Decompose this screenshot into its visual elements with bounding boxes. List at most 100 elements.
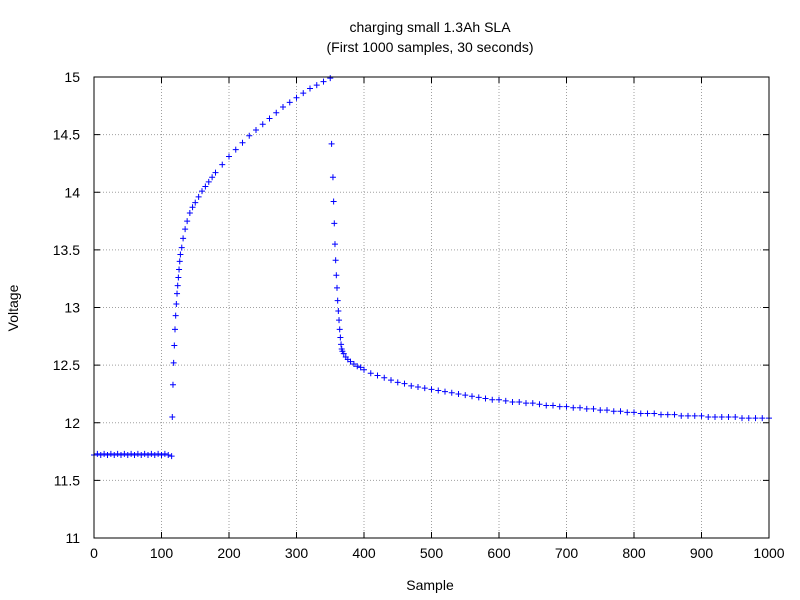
data-point [340,350,347,357]
data-point [172,312,179,319]
data-point [107,450,114,457]
data-point [651,410,658,417]
y-axis-label: Voltage [5,284,21,331]
data-point [550,402,556,409]
data-point [482,395,489,402]
data-point [408,382,415,389]
x-tick-label: 900 [690,545,714,561]
data-point [334,284,340,291]
data-point [698,412,705,419]
axis-ticks [93,76,770,539]
data-point [610,408,617,415]
data-point [732,413,739,420]
data-point [361,366,367,373]
data-point [174,282,181,289]
data-point [725,413,732,420]
data-point [336,317,343,324]
data-point [219,161,226,168]
data-point [202,183,209,190]
data-point [171,342,178,349]
y-tick-label: 12.5 [53,357,80,373]
data-point [189,204,196,211]
data-point [597,407,604,414]
chart-subtitle: (First 1000 samples, 30 seconds) [327,39,534,55]
data-point [148,450,155,457]
data-point [381,374,388,381]
data-point [475,394,482,401]
x-tick-label: 600 [487,545,511,561]
data-point [138,452,145,459]
data-point [563,403,570,410]
data-point [239,139,246,146]
data-point [176,258,183,265]
data-point [212,169,219,176]
x-tick-label: 200 [217,545,241,561]
data-point [320,78,327,85]
data-point [209,174,216,181]
data-point [175,274,182,281]
data-point [685,412,691,419]
data-point [145,452,151,459]
data-point [158,452,165,459]
data-point [333,272,340,279]
data-point [173,301,180,308]
data-point [151,452,158,459]
data-point [577,404,583,411]
chart-title: charging small 1.3Ah SLA [349,19,511,35]
x-tick-labels: 0 100 200 300 400 500 600 700 800 900 1000 [90,545,785,561]
data-point [718,413,725,420]
data-point [232,146,239,153]
data-point [739,415,745,422]
data-point [131,452,138,459]
data-point [671,411,678,418]
data-point [169,381,176,388]
data-points [91,75,772,460]
data-point [691,412,698,419]
data-point [367,370,374,377]
data-point [357,364,364,371]
data-point [516,399,523,406]
data-point [347,358,354,365]
data-point [664,411,671,418]
data-point [186,209,193,216]
x-tick-label: 0 [90,545,98,561]
y-tick-label: 14 [64,184,80,200]
data-point [293,94,300,101]
data-point [330,198,337,205]
data-point [759,415,766,422]
data-point [394,379,401,386]
data-point [401,380,408,387]
data-point [128,450,135,457]
x-tick-label: 700 [555,545,579,561]
x-tick-label: 100 [150,545,174,561]
data-point [543,402,550,409]
data-point [286,99,293,106]
data-point [180,235,187,242]
data-point [155,450,162,457]
data-point [280,103,286,110]
data-point [334,297,341,304]
data-point [536,401,543,408]
data-point [273,109,280,116]
data-point [604,407,610,414]
data-point [327,75,334,82]
data-point [170,359,177,366]
data-point [134,450,141,457]
data-point [168,453,175,460]
data-point [354,363,361,370]
data-point [192,199,199,206]
data-point [94,450,101,457]
data-point [246,132,253,139]
y-tick-label: 13.5 [53,242,80,258]
data-point [631,409,637,416]
data-point [570,404,577,411]
data-point [182,226,189,233]
data-point [114,450,121,457]
data-point [124,452,131,459]
data-point [111,452,118,459]
data-point [253,127,259,134]
data-point [313,82,320,89]
grid [94,77,769,538]
